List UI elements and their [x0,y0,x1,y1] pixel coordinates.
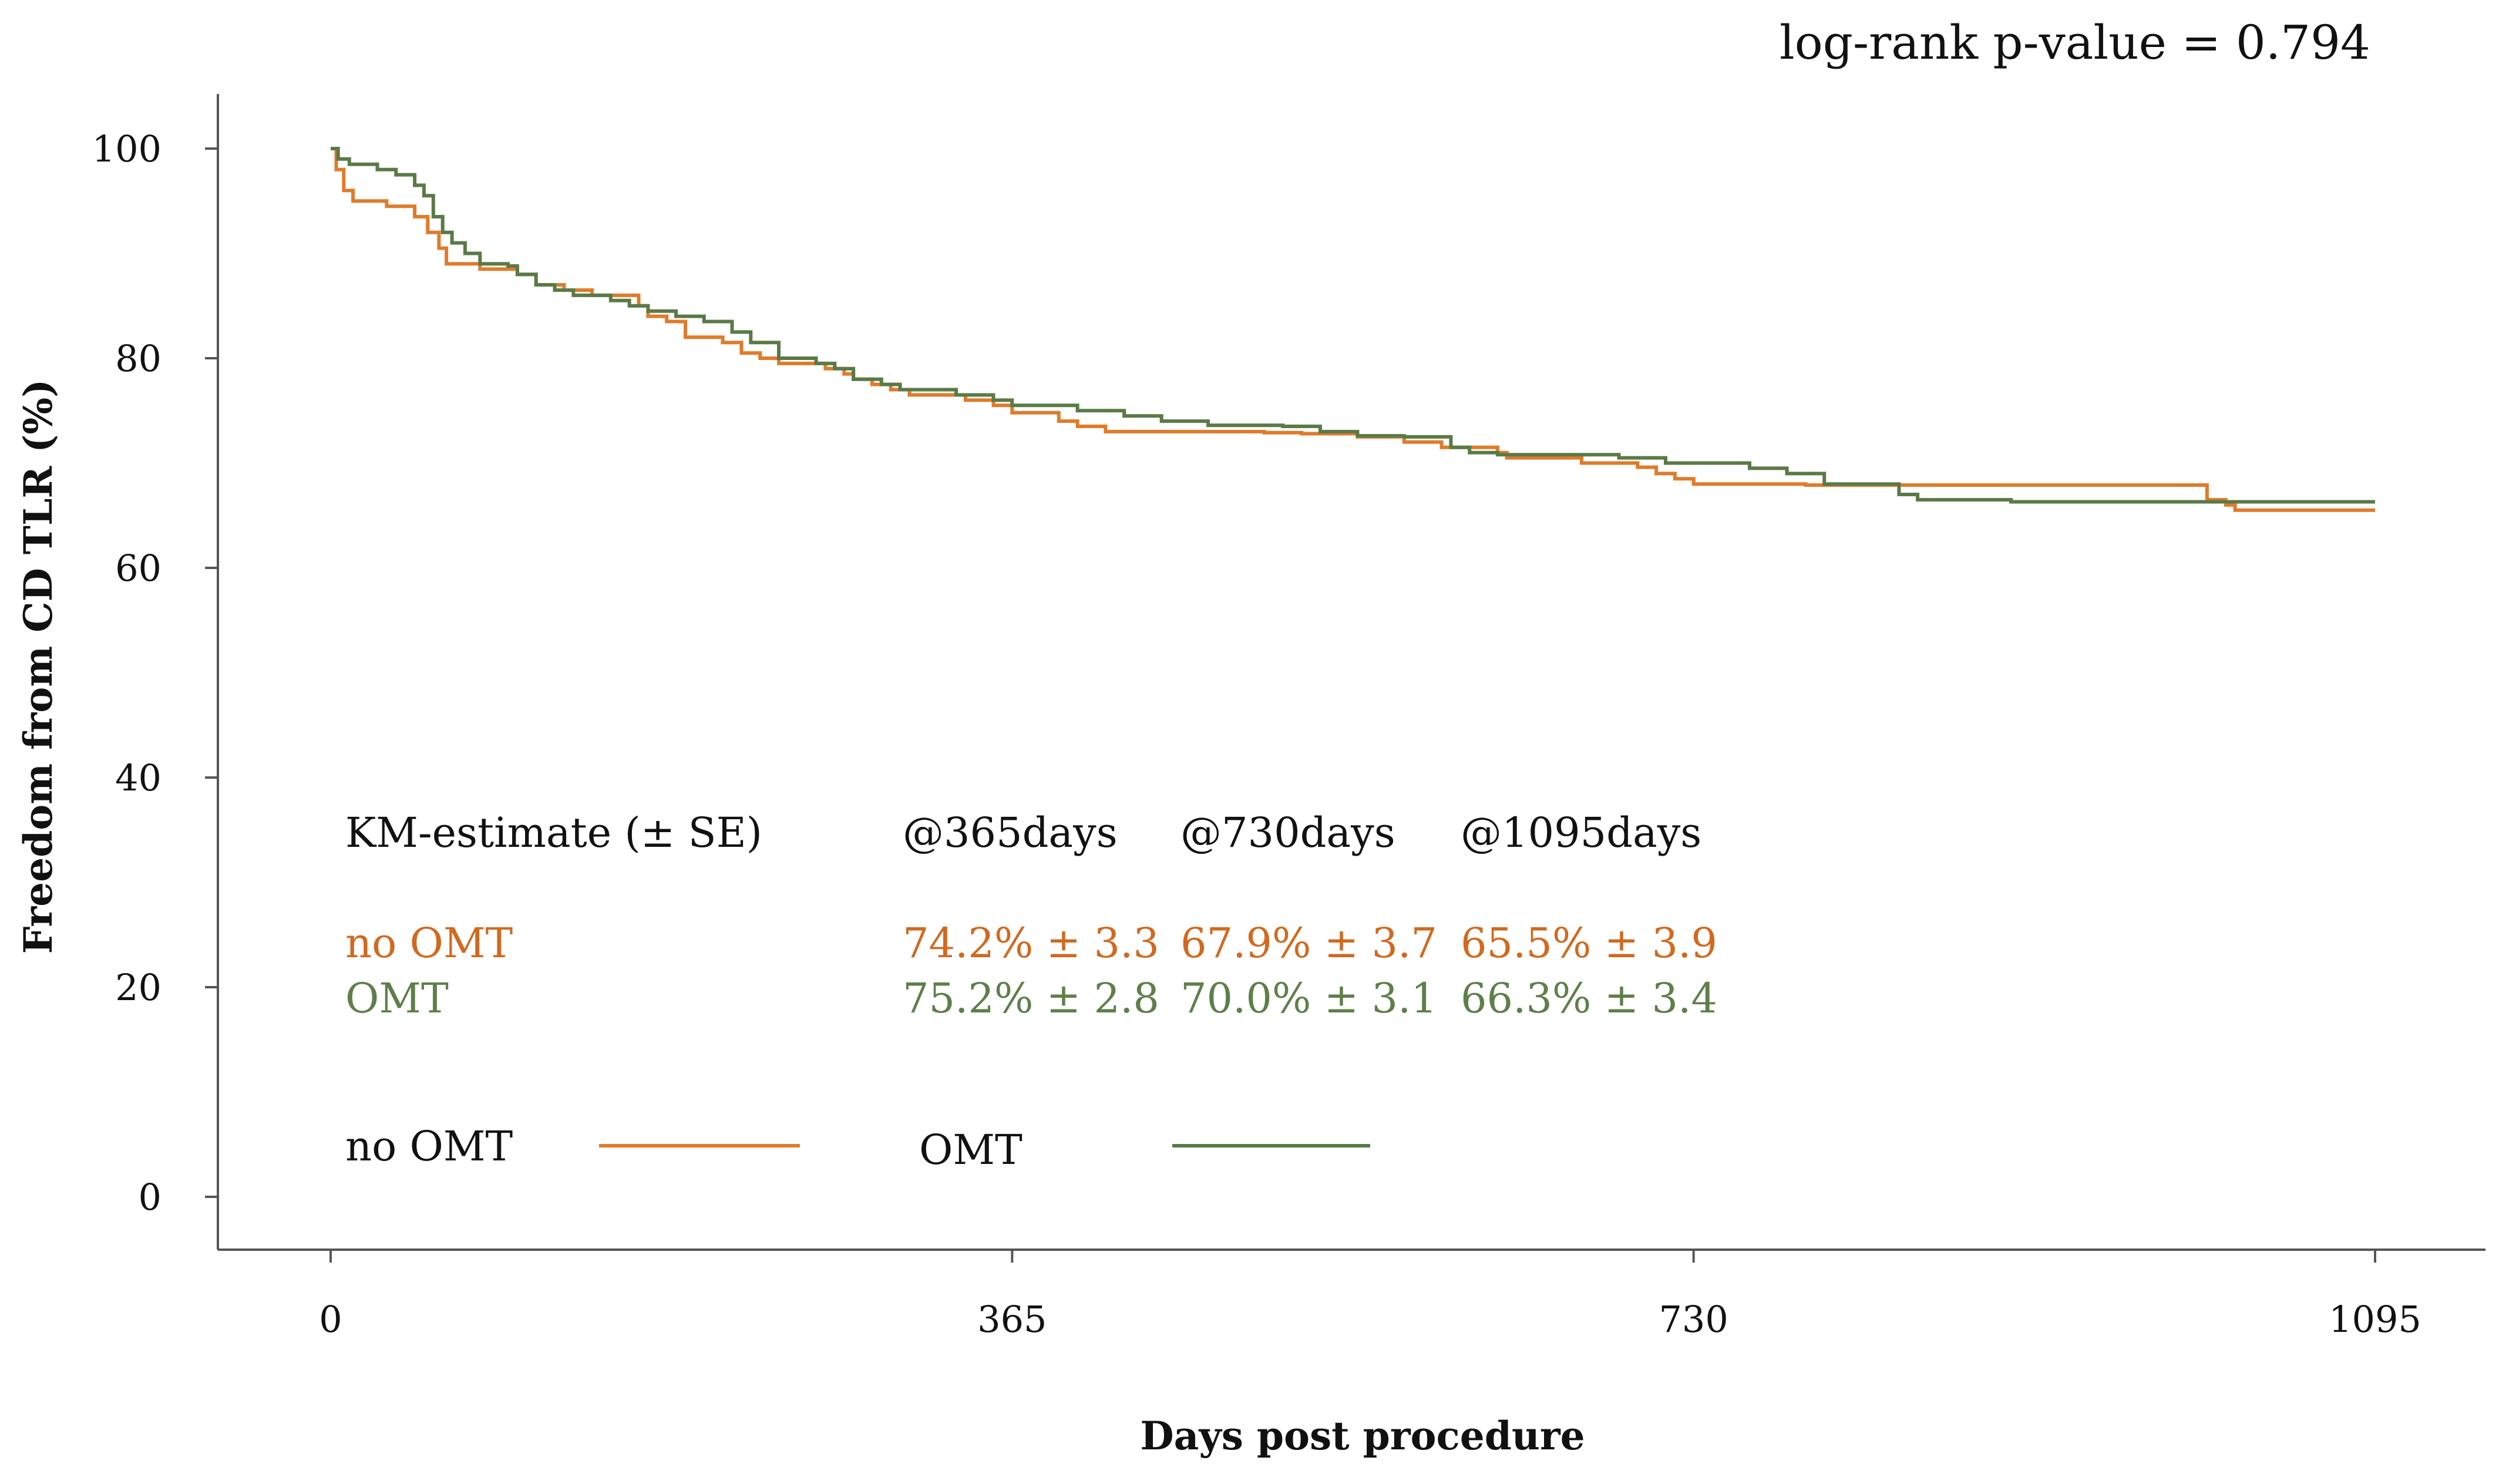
y-tick-label: 0 [139,1176,162,1219]
series-line-no-omt [331,147,2375,512]
table-header-label: KM-estimate (± SE) [345,809,762,857]
table-row-no-omt-730: 67.9% ± 3.7 [1180,919,1437,967]
y-axis-title: Freedom from CD TLR (%) [15,379,61,954]
x-tick-label: 1095 [2329,1298,2421,1341]
y-tick-label: 40 [115,756,162,799]
x-axis-title: Days post procedure [1140,1413,1585,1459]
y-tick-label: 60 [115,547,162,590]
y-tick-label: 100 [92,127,162,170]
table-row-no-omt-1095: 65.5% ± 3.9 [1461,919,1717,967]
table-header-1095: @1095days [1461,809,1701,857]
table-row-no-omt-365: 74.2% ± 3.3 [903,919,1159,967]
y-tick-label: 20 [115,966,162,1009]
table-header-365: @365days [903,809,1118,857]
table-row-omt-730: 70.0% ± 3.1 [1180,974,1437,1022]
legend-label-no-omt: no OMT [345,1122,513,1170]
km-curves [331,147,2375,512]
x-tick-label: 365 [977,1298,1047,1341]
table-row-omt-1095: 66.3% ± 3.4 [1461,974,1717,1022]
table-row-omt-label: OMT [345,974,449,1022]
table-row-no-omt-label: no OMT [345,919,513,967]
pvalue-text: log-rank p-value = 0.794 [1780,15,2370,70]
km-estimate-table: KM-estimate (± SE) @365days @730days @10… [345,809,1717,1022]
table-row-omt-365: 75.2% ± 2.8 [903,974,1159,1022]
x-ticks: 0 365 730 1095 [319,1250,2421,1341]
legend: no OMT OMT [345,1122,1370,1174]
y-tick-label: 80 [115,337,162,380]
table-header-730: @730days [1180,809,1395,857]
axes [217,94,2485,1251]
x-tick-label: 730 [1659,1298,1728,1341]
legend-label-omt: OMT [919,1126,1023,1174]
x-tick-label: 0 [319,1298,342,1341]
series-line-omt [331,147,2375,504]
y-ticks: 0 20 40 60 80 100 [92,127,218,1219]
